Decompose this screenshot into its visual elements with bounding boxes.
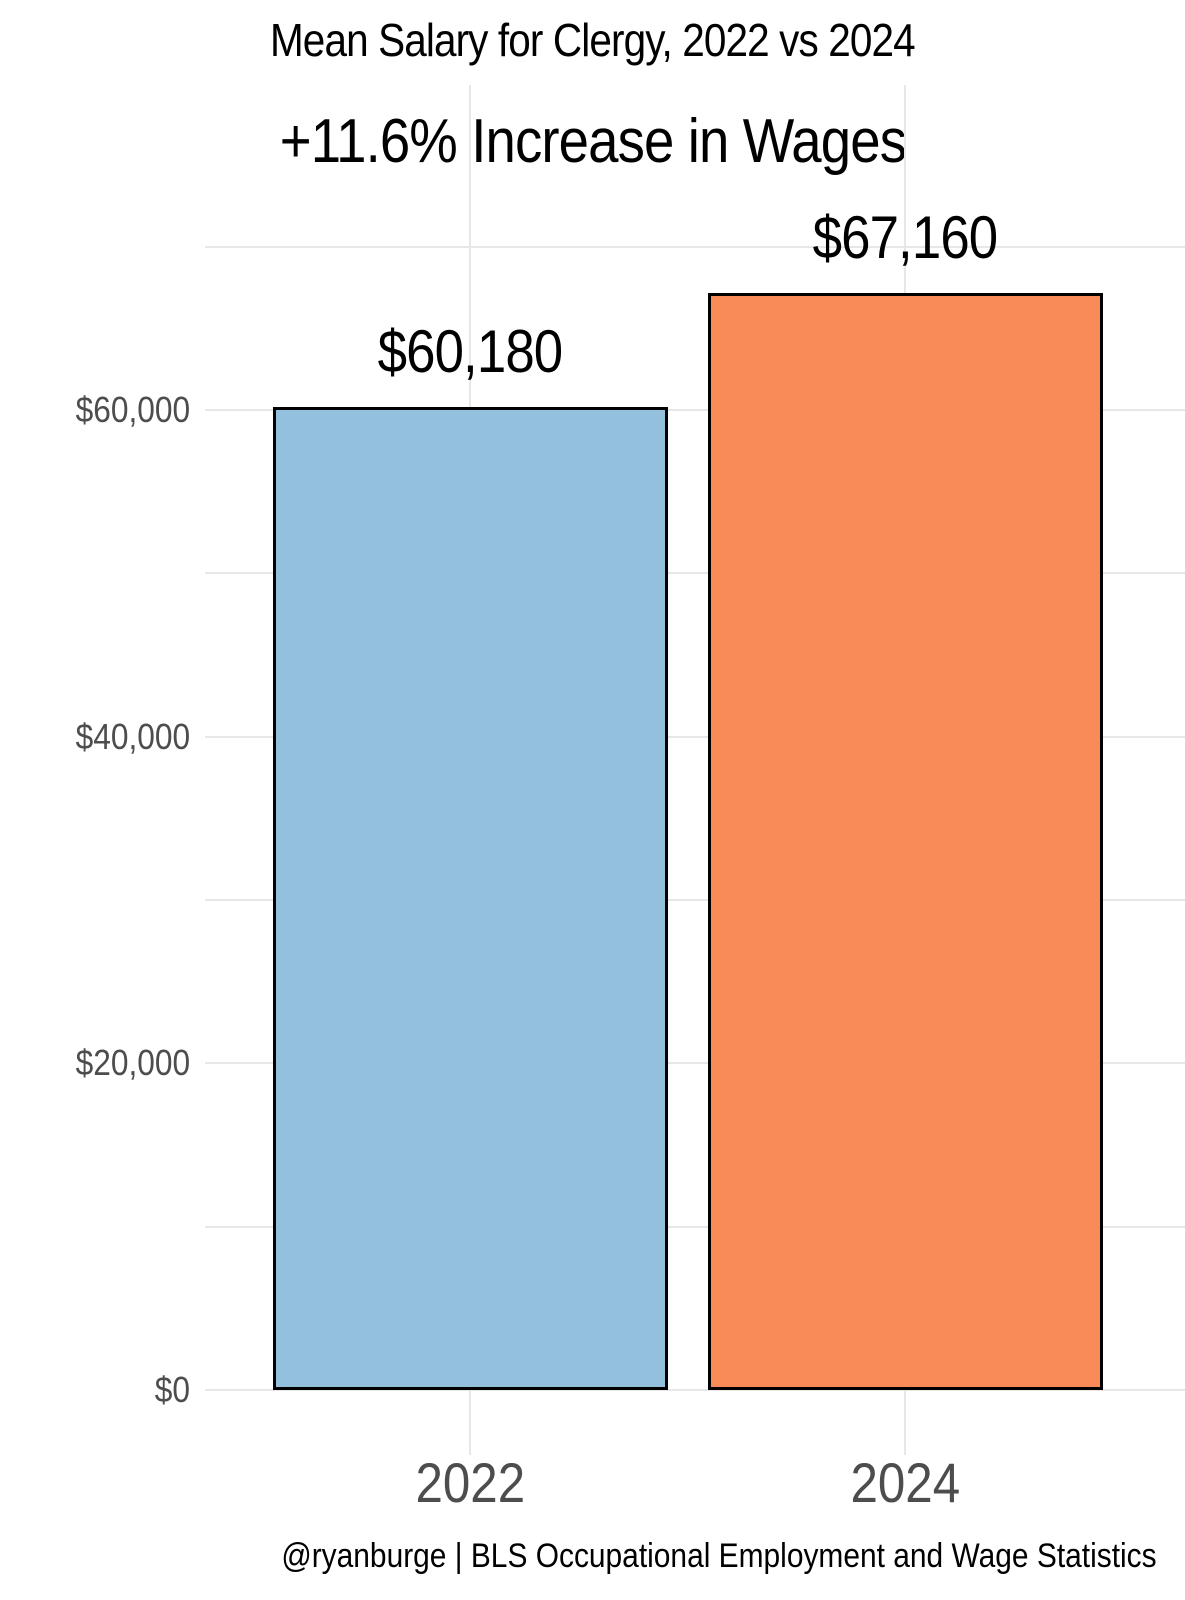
chart-title-text: Mean Salary for Clergy, 2022 vs 2024 bbox=[270, 14, 916, 66]
chart-title: Mean Salary for Clergy, 2022 vs 2024 bbox=[0, 14, 1185, 66]
chart-subtitle-text: +11.6% Increase in Wages bbox=[279, 107, 906, 176]
x-tick-label-text: 2022 bbox=[415, 1451, 525, 1514]
x-tick-label-text: 2024 bbox=[850, 1451, 960, 1514]
gridline-horizontal bbox=[205, 1225, 1185, 1228]
gridline-horizontal bbox=[205, 409, 1185, 411]
x-tick-label-2022: 2022 bbox=[320, 1452, 620, 1514]
bar-2022 bbox=[272, 407, 668, 1390]
bar-value-text: $60,180 bbox=[377, 318, 564, 386]
gridline-horizontal bbox=[205, 1389, 1185, 1391]
gridline-horizontal bbox=[205, 245, 1185, 248]
chart-caption-text: @ryanburge | BLS Occupational Employment… bbox=[281, 1537, 1157, 1575]
gridline-horizontal bbox=[205, 572, 1185, 575]
y-tick-label: $40,000 bbox=[0, 716, 190, 758]
gridline-horizontal bbox=[205, 735, 1185, 738]
bar-value-label-2022: $60,180 bbox=[270, 319, 670, 385]
bar-value-label-2024: $67,160 bbox=[705, 205, 1105, 271]
chart-subtitle: +11.6% Increase in Wages bbox=[0, 106, 1185, 178]
y-tick-label-text: $0 bbox=[154, 1369, 190, 1410]
gridline-horizontal bbox=[205, 899, 1185, 901]
chart-caption: @ryanburge | BLS Occupational Employment… bbox=[162, 1536, 1157, 1576]
bar-value-text: $67,160 bbox=[812, 204, 999, 272]
y-tick-label: $60,000 bbox=[0, 389, 190, 431]
y-tick-label: $0 bbox=[0, 1369, 190, 1411]
y-tick-label-text: $60,000 bbox=[75, 389, 190, 430]
y-tick-label: $20,000 bbox=[0, 1042, 190, 1084]
y-tick-label-text: $20,000 bbox=[75, 1042, 190, 1084]
x-tick-label-2024: 2024 bbox=[755, 1452, 1055, 1514]
bar-2024 bbox=[707, 293, 1103, 1390]
gridline-horizontal bbox=[205, 1062, 1185, 1065]
y-tick-label-text: $40,000 bbox=[75, 715, 190, 757]
